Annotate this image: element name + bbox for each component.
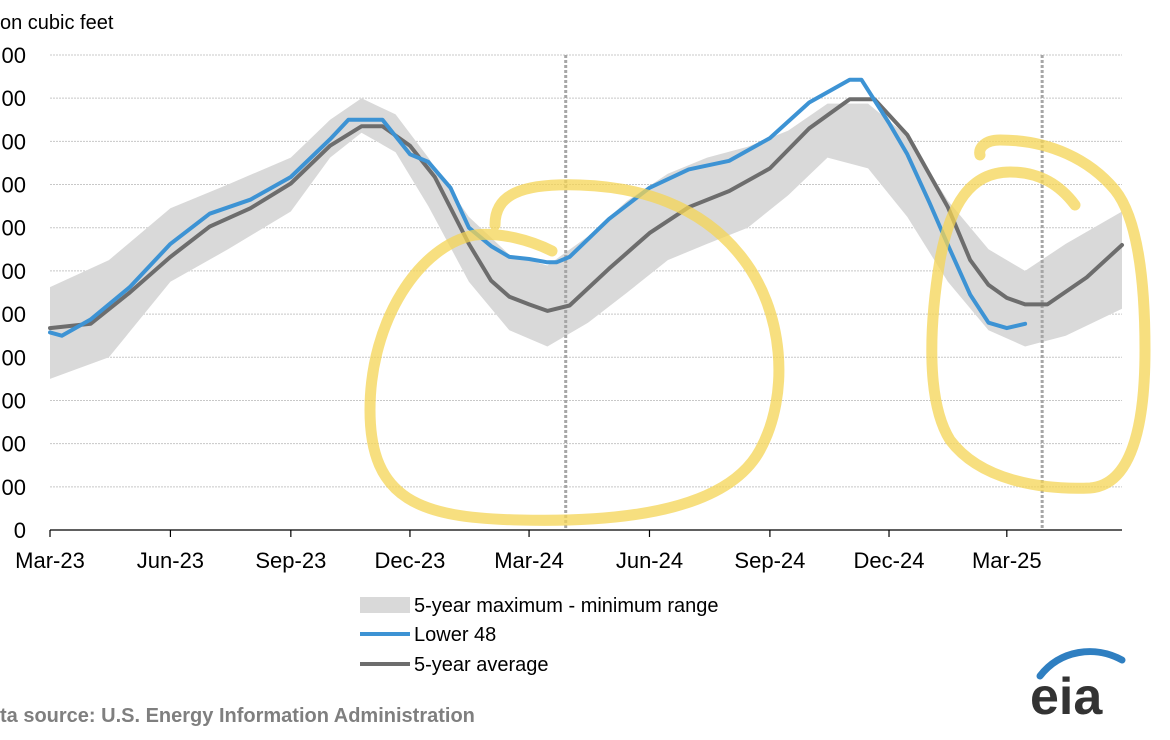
x-tick-label: Sep-24 [734,548,805,573]
y-tick-label: 00 [2,388,26,413]
legend-label-average: 5-year average [414,654,549,676]
highlighter-annotations [364,134,1151,526]
legend-swatch-range [360,597,410,613]
x-tick-label: Mar-23 [15,548,85,573]
legend: 5-year maximum - minimum range Lower 48 … [360,595,719,676]
x-tick-label: Mar-24 [494,548,564,573]
x-tick-label: Dec-23 [374,548,445,573]
y-tick-label: 00 [2,173,26,198]
eia-logo: eia [1030,648,1126,726]
data-source-note: ta source: U.S. Energy Information Admin… [0,705,475,727]
y-tick-label: 00 [2,475,26,500]
series-line-lower48 [48,77,1028,338]
series-lines [48,77,1124,338]
x-tick-label: Jun-24 [616,548,683,573]
x-tick-label: Sep-23 [255,548,326,573]
highlight-circle-2024 [364,179,785,526]
x-tick-label: Mar-25 [972,548,1042,573]
y-tick-label: 00 [2,432,26,457]
series-line-average [48,97,1124,331]
y-tick-label: 00 [2,86,26,111]
y-unit-label: on cubic feet [0,12,114,34]
y-tick-label: 00 [2,345,26,370]
y-tick-label: 00 [2,216,26,241]
y-tick-label: 00 [2,259,26,284]
x-tick-label: Dec-24 [854,548,925,573]
eia-logo-arc-icon [1036,648,1126,680]
legend-label-range: 5-year maximum - minimum range [414,595,719,617]
y-tick-label: 00 [2,129,26,154]
y-tick-label: 00 [2,302,26,327]
y-tick-label: 00 [2,43,26,68]
x-axis: Mar-23 Jun-23 Sep-23 Dec-23 Mar-24 Jun-24 Sep-… [15,529,1122,573]
x-tick-label: Jun-23 [137,548,204,573]
highlight-circle-2025 [926,134,1151,494]
vertical-markers [564,55,1044,530]
legend-label-lower48: Lower 48 [414,624,496,646]
y-tick-label: 0 [14,518,26,543]
eia-logo-text: eia [1030,668,1103,726]
